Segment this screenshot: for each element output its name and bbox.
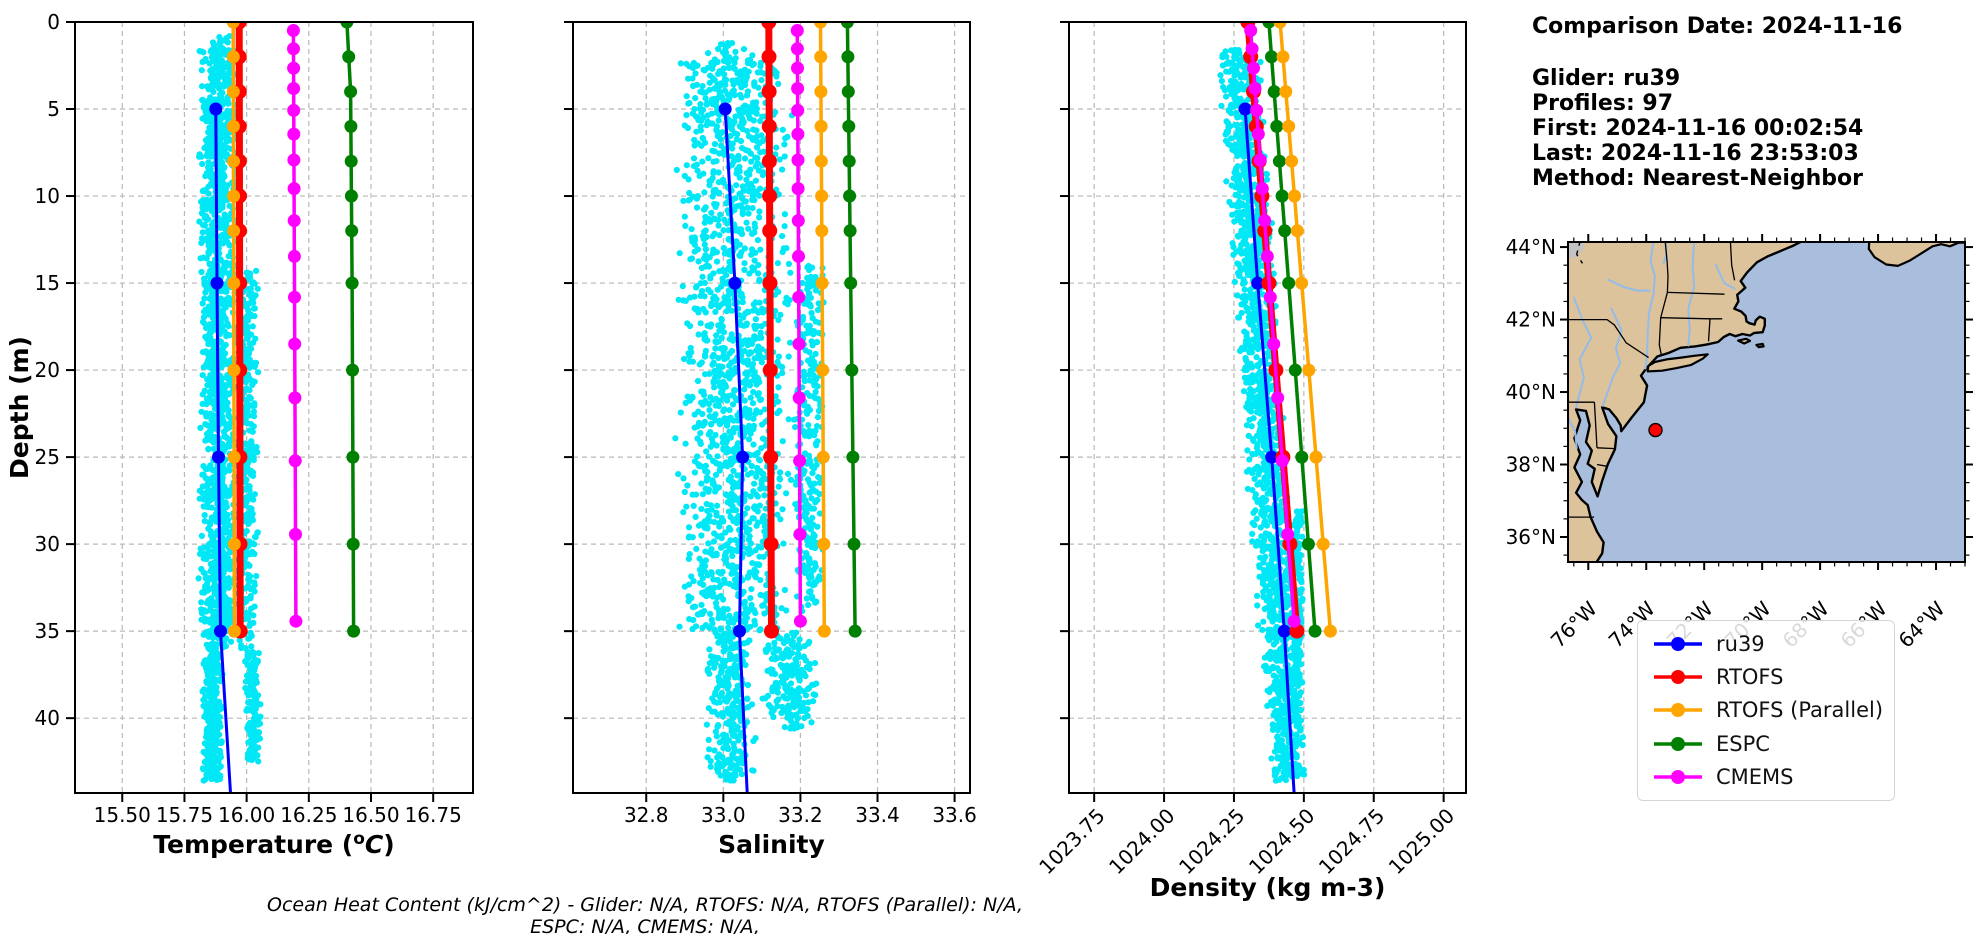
svg-text:33.4: 33.4 [855, 803, 900, 827]
lake-ontario [1568, 242, 1586, 258]
marthas-vineyard [1736, 337, 1752, 345]
xlabel-temperature: Temperature (oC) [153, 829, 394, 859]
legend-label: ESPC [1716, 731, 1770, 756]
series-cmems [790, 24, 807, 628]
lat-tick-label: 36°N [1506, 525, 1556, 549]
location-map: 36°N38°N40°N42°N44°N76°W74°W72°W70°W68°W… [1506, 234, 1973, 653]
glider-name: Glider: ru39 [1532, 66, 1681, 91]
nova-scotia [1867, 242, 1965, 267]
legend: ru39 RTOFS RTOFS (Parallel) ESPC CMEMS [1637, 620, 1895, 801]
svg-text:40: 40 [35, 706, 60, 730]
river [1607, 278, 1651, 292]
plot-salinity: 32.8 33.0 33.2 33.4 33.6 Salinity [564, 21, 977, 859]
svg-text:33.0: 33.0 [701, 803, 746, 827]
svg-text:15.75: 15.75 [156, 803, 213, 827]
svg-text:32.8: 32.8 [624, 803, 669, 827]
svg-text:35: 35 [35, 619, 60, 643]
info-panel: Comparison Date: 2024-11-16 Glider: ru39… [1532, 14, 1902, 191]
series-cmems [286, 24, 303, 628]
river [1568, 416, 1578, 450]
method: Method: Nearest-Neighbor [1532, 166, 1863, 191]
comparison-date: Comparison Date: 2024-11-16 [1532, 14, 1903, 39]
series-ru39 [718, 102, 750, 793]
glider-location-marker [1648, 422, 1663, 438]
state-border [1596, 463, 1608, 467]
svg-text:16.25: 16.25 [280, 803, 337, 827]
svg-text:16.50: 16.50 [342, 803, 399, 827]
series-rtofs-parallel- [226, 22, 241, 638]
series-rtofs-parallel- [814, 22, 831, 638]
series-rtofs-parallel- [1273, 22, 1337, 638]
legend-line-sample [1654, 736, 1702, 751]
plot-temperature: 15.50 15.75 16.00 16.25 16.50 16.75 0 5 10 15 20 25… [5, 10, 474, 859]
series-cmems [1244, 24, 1301, 628]
legend-item-ru39: ru39 [1652, 632, 1884, 656]
last-profile-time: Last: 2024-11-16 23:53:03 [1532, 141, 1859, 166]
lon-tick-label: 76°W [1546, 596, 1602, 652]
state-border [1667, 291, 1725, 295]
svg-text:15.50: 15.50 [94, 803, 151, 827]
legend-line-sample [1654, 770, 1702, 785]
series-espc [1262, 22, 1322, 638]
series-ru39 [1238, 102, 1296, 793]
river [1601, 307, 1623, 407]
xlabel-salinity: Salinity [718, 830, 825, 859]
legend-line-sample [1654, 703, 1702, 718]
svg-text:20: 20 [35, 358, 60, 382]
series-espc [840, 22, 862, 638]
svg-text:0: 0 [47, 10, 60, 34]
profiles-count: Profiles: 97 [1532, 91, 1674, 116]
plot-density: 1023.751024.001024.251024.501024.751025.… [1034, 21, 1467, 902]
legend-label: CMEMS [1716, 765, 1794, 790]
state-border [1729, 242, 1736, 281]
long-island [1646, 353, 1709, 373]
lat-tick-label: 40°N [1506, 380, 1556, 404]
nantucket [1755, 342, 1765, 349]
lat-tick-label: 42°N [1506, 308, 1556, 332]
svg-text:15: 15 [35, 271, 60, 295]
series-ru39 [209, 102, 232, 793]
legend-line-sample [1654, 670, 1702, 685]
map-ocean [1573, 242, 1965, 562]
xlabel-density: Density (kg m-3) [1150, 873, 1386, 902]
legend-item-cmems: CMEMS [1652, 765, 1884, 789]
state-border [1707, 318, 1711, 342]
svg-text:10: 10 [35, 184, 60, 208]
legend-label: ru39 [1716, 631, 1765, 656]
svg-text:33.6: 33.6 [932, 803, 977, 827]
svg-text:25: 25 [35, 445, 60, 469]
river [1644, 242, 1656, 370]
series-rtofs [761, 22, 779, 639]
svg-text:16.00: 16.00 [218, 803, 275, 827]
river [1572, 296, 1593, 409]
ocean-heat-content-note: Ocean Heat Content (kJ/cm^2) - Glider: N… [267, 894, 1023, 934]
svg-text:30: 30 [35, 532, 60, 556]
legend-item-rtofs: RTOFS [1652, 665, 1884, 689]
legend-label: RTOFS (Parallel) [1716, 698, 1884, 723]
lat-tick-label: 38°N [1506, 453, 1556, 477]
river [1714, 264, 1736, 290]
lon-tick-label: 64°W [1894, 596, 1950, 652]
first-profile-time: First: 2024-11-16 00:02:54 [1532, 116, 1864, 141]
state-border [1596, 447, 1616, 450]
state-border [1593, 402, 1598, 448]
svg-text:5: 5 [47, 97, 60, 121]
ylabel-depth: Depth (m) [5, 336, 34, 479]
series-espc [340, 22, 361, 638]
lat-tick-label: 44°N [1506, 235, 1556, 259]
legend-line-sample [1654, 636, 1702, 651]
river [1687, 242, 1696, 347]
svg-text:16.75: 16.75 [405, 803, 462, 827]
svg-text:33.2: 33.2 [778, 803, 823, 827]
legend-item-espc: ESPC [1652, 732, 1884, 756]
legend-label: RTOFS [1716, 665, 1784, 690]
state-border [1568, 318, 1649, 359]
legend-item-rtofs-parallel-: RTOFS (Parallel) [1652, 698, 1884, 722]
